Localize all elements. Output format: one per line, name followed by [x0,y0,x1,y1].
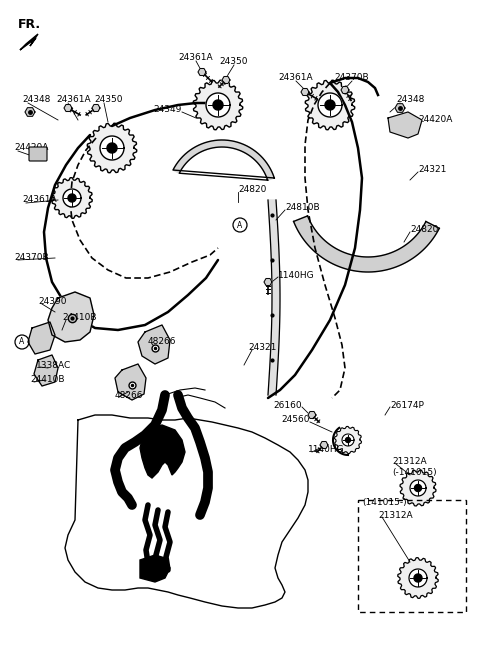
Polygon shape [222,77,230,83]
Text: 1140HG: 1140HG [278,271,314,279]
Text: 24370B: 24370B [14,253,48,263]
Text: 24321: 24321 [418,166,446,174]
Polygon shape [395,104,405,112]
Text: 24361A: 24361A [279,73,313,82]
Text: 24810B: 24810B [285,203,320,213]
Polygon shape [414,574,422,582]
Polygon shape [268,200,280,395]
Text: 21312A: 21312A [378,510,413,519]
Text: (-141015): (-141015) [392,467,437,477]
Text: 24410B: 24410B [62,314,96,323]
Text: 24820: 24820 [238,185,266,195]
Polygon shape [100,136,124,160]
Text: 24370B: 24370B [335,73,369,82]
Text: 24820: 24820 [410,226,438,234]
Text: A: A [238,220,242,230]
Polygon shape [34,355,58,386]
Polygon shape [264,279,272,286]
Polygon shape [206,93,230,117]
Polygon shape [115,364,146,400]
Text: 24350: 24350 [220,57,248,67]
FancyBboxPatch shape [29,147,47,161]
Text: 24361A: 24361A [56,96,91,104]
Text: 24560: 24560 [281,416,310,424]
Bar [358,500,466,612]
Polygon shape [400,470,436,506]
Polygon shape [294,216,439,272]
Text: 24350: 24350 [94,96,122,104]
Polygon shape [107,143,117,153]
Polygon shape [213,100,223,110]
Polygon shape [20,34,38,50]
Text: 24361A: 24361A [179,53,213,63]
Polygon shape [409,569,427,587]
Text: 1140HG: 1140HG [308,446,345,455]
Text: (141015-): (141015-) [362,498,407,508]
Polygon shape [305,81,355,130]
Text: 26160: 26160 [274,401,302,409]
Polygon shape [140,555,170,582]
Polygon shape [320,442,328,448]
Polygon shape [388,112,422,138]
Text: 24349: 24349 [154,106,182,114]
Polygon shape [325,100,335,110]
Text: 24348: 24348 [22,96,50,104]
Polygon shape [410,480,426,496]
Text: 24321: 24321 [248,343,276,352]
Polygon shape [301,88,309,96]
Text: 24410B: 24410B [30,376,64,385]
Polygon shape [48,292,94,342]
Polygon shape [415,484,421,492]
Text: A: A [19,337,24,346]
Text: 1338AC: 1338AC [36,360,71,370]
Polygon shape [52,178,92,218]
Text: 24420A: 24420A [14,143,48,152]
Polygon shape [63,189,81,207]
Text: 26174P: 26174P [390,401,424,409]
Polygon shape [308,412,316,418]
Text: FR.: FR. [18,18,41,31]
Polygon shape [68,194,76,202]
Polygon shape [335,426,361,453]
Polygon shape [342,434,354,446]
Polygon shape [398,558,438,599]
Polygon shape [28,322,55,354]
Text: 24348: 24348 [396,96,424,104]
Text: 24390: 24390 [38,298,67,306]
Polygon shape [341,86,349,94]
Polygon shape [173,140,274,180]
Polygon shape [140,425,185,478]
Polygon shape [346,438,350,442]
Text: 21312A: 21312A [392,457,427,467]
Polygon shape [193,81,243,130]
Polygon shape [92,104,100,112]
Polygon shape [87,123,137,173]
Polygon shape [138,325,170,364]
Polygon shape [318,93,342,117]
Polygon shape [25,108,35,116]
Text: 48266: 48266 [115,391,144,399]
Text: 24361A: 24361A [22,195,57,205]
Text: 48266: 48266 [148,337,177,346]
Text: 24420A: 24420A [418,115,452,125]
Polygon shape [64,104,72,112]
Polygon shape [198,69,206,75]
